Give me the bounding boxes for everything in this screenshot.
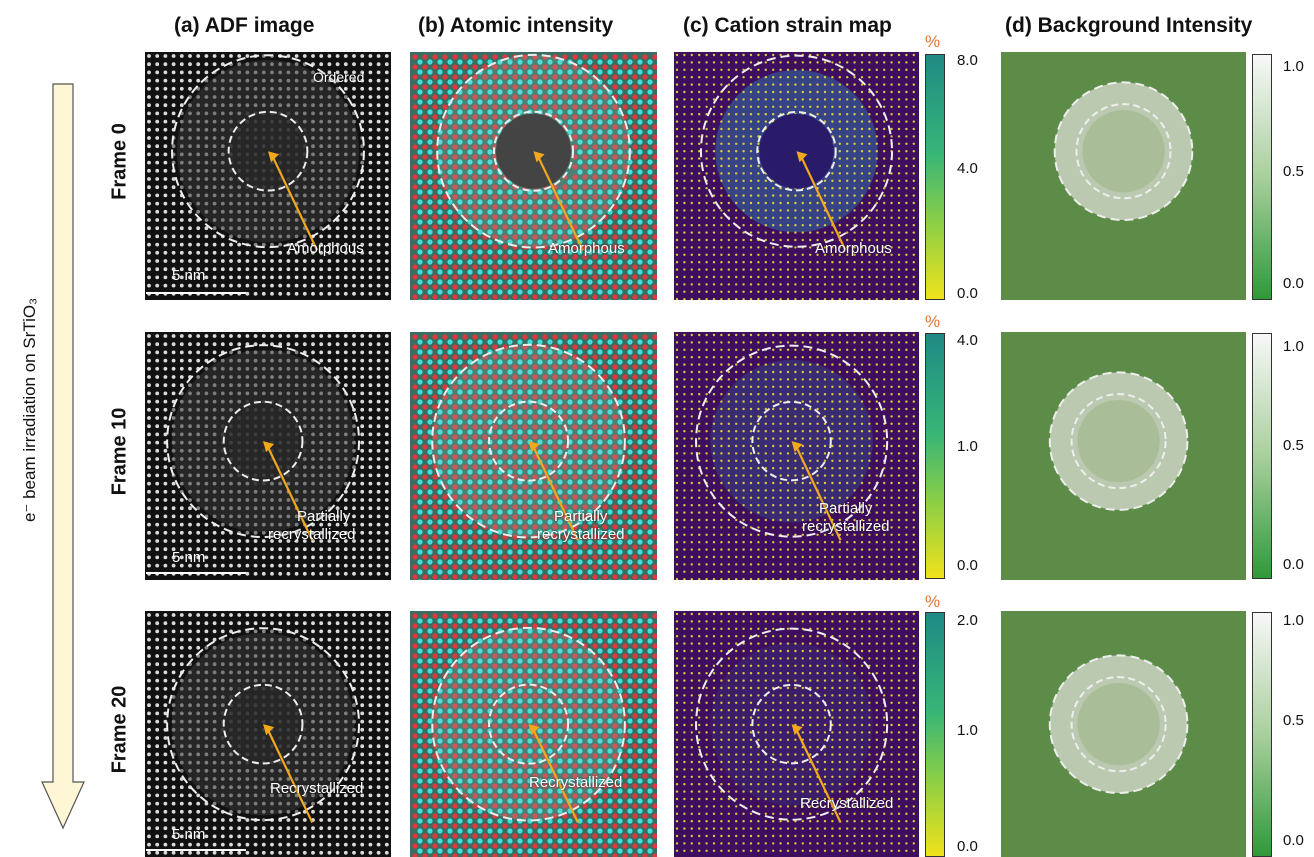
scale-bar-label-r0: 5 nm bbox=[172, 267, 206, 284]
strain-unit-r0: % bbox=[925, 32, 941, 51]
adf-panel-row1 bbox=[145, 332, 391, 580]
strain-cbar-r2-mid: 1.0 bbox=[957, 722, 978, 739]
column-title-atomic: (b) Atomic intensity bbox=[418, 14, 614, 37]
annotation-atomic-r1-line1: Partially bbox=[554, 508, 608, 525]
strain-cbar-r0-min: 0.0 bbox=[957, 285, 978, 302]
strain-unit-r2: % bbox=[925, 592, 941, 611]
bg-panel-row0 bbox=[1001, 52, 1246, 300]
annotation-adf-r0: Amorphous bbox=[287, 240, 364, 257]
strain-panel-row1 bbox=[674, 332, 919, 580]
scale-bar-r1 bbox=[146, 572, 246, 574]
background-colorbar-r0 bbox=[1252, 54, 1272, 300]
bg-cbar-r2-min: 0.0 bbox=[1283, 832, 1304, 849]
row-label-frame20: Frame 20 bbox=[108, 685, 131, 774]
row-label-frame0: Frame 0 bbox=[108, 123, 131, 200]
irradiation-arrow bbox=[41, 83, 85, 830]
annotation-adf-r1-line1: Partially bbox=[297, 508, 351, 525]
scale-bar-r0 bbox=[146, 292, 246, 294]
strain-colorbar-r0 bbox=[925, 54, 945, 300]
strain-cbar-r1-mid: 1.0 bbox=[957, 438, 978, 455]
strain-cbar-r0-max: 8.0 bbox=[957, 52, 978, 69]
column-title-adf: (a) ADF image bbox=[174, 14, 315, 37]
background-colorbar-r2 bbox=[1252, 612, 1272, 857]
adf-panel-row2 bbox=[145, 611, 391, 857]
ordered-label: Ordered bbox=[313, 69, 365, 85]
strain-cbar-r0-mid: 4.0 bbox=[957, 160, 978, 177]
strain-cbar-r1-min: 0.0 bbox=[957, 557, 978, 574]
annotation-atomic-r0: Amorphous bbox=[548, 240, 625, 257]
annotation-adf-r2: Recrystallized bbox=[270, 780, 364, 797]
bg-cbar-r2-max: 1.0 bbox=[1283, 612, 1304, 629]
bg-cbar-r1-max: 1.0 bbox=[1283, 338, 1304, 355]
side-label: e⁻ beam irradiation on SrTiO₃ bbox=[20, 297, 39, 523]
bg-cbar-r2-mid: 0.5 bbox=[1283, 712, 1304, 729]
strain-colorbar-r2 bbox=[925, 612, 945, 857]
annotation-adf-r1-line2: recrystallized bbox=[268, 526, 356, 543]
annotation-strain-r0: Amorphous bbox=[815, 240, 892, 257]
strain-cbar-r1-max: 4.0 bbox=[957, 332, 978, 349]
strain-panel-row2 bbox=[674, 611, 919, 857]
bg-cbar-r0-max: 1.0 bbox=[1283, 58, 1304, 75]
column-title-background: (d) Background Intensity bbox=[1005, 14, 1253, 37]
row-label-frame10: Frame 10 bbox=[108, 407, 131, 496]
strain-panel-row0 bbox=[674, 52, 919, 300]
scale-bar-label-r2: 5 nm bbox=[172, 826, 206, 843]
adf-panel-row0 bbox=[145, 52, 391, 300]
strain-unit-r1: % bbox=[925, 312, 941, 331]
bg-cbar-r0-min: 0.0 bbox=[1283, 275, 1304, 292]
background-colorbar-r1 bbox=[1252, 333, 1272, 579]
bg-cbar-r1-mid: 0.5 bbox=[1283, 437, 1304, 454]
atomic-panel-row1 bbox=[410, 332, 657, 580]
bg-cbar-r1-min: 0.0 bbox=[1283, 556, 1304, 573]
strain-cbar-r2-min: 0.0 bbox=[957, 838, 978, 855]
bg-panel-row2 bbox=[1001, 611, 1246, 857]
bg-cbar-r0-mid: 0.5 bbox=[1283, 163, 1304, 180]
atomic-panel-row0 bbox=[410, 52, 657, 300]
scale-bar-r2 bbox=[146, 849, 246, 851]
annotation-atomic-r1-line2: recrystallized bbox=[537, 526, 625, 543]
bg-panel-row1 bbox=[1001, 332, 1246, 580]
annotation-atomic-r2: Recrystallized bbox=[529, 774, 623, 791]
column-title-strain: (c) Cation strain map bbox=[683, 14, 892, 37]
annotation-strain-r1-line1: Partially bbox=[819, 500, 873, 517]
atomic-panel-row2 bbox=[410, 611, 657, 857]
strain-colorbar-r1 bbox=[925, 333, 945, 579]
annotation-strain-r2: Recrystallized bbox=[800, 795, 894, 812]
strain-cbar-r2-max: 2.0 bbox=[957, 612, 978, 629]
annotation-strain-r1-line2: recrystallized bbox=[802, 518, 890, 535]
scale-bar-label-r1: 5 nm bbox=[172, 549, 206, 566]
